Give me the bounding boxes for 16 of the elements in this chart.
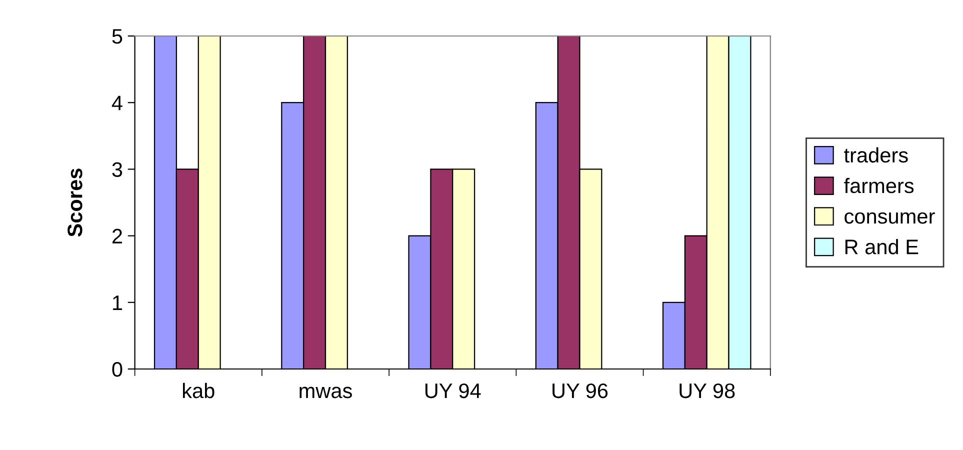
y-tick-label: 1 [113, 296, 122, 310]
x-tick-label: kab [182, 382, 214, 398]
x-tick-label: UY 98 [680, 383, 735, 398]
x-tick-label: mwas [300, 386, 352, 398]
x-tick-label: UY 96 [552, 383, 608, 398]
y-axis-title: Scores [68, 168, 82, 237]
y-tick-label: 0 [112, 362, 122, 377]
legend-label: farmers [844, 178, 914, 194]
legend-label: traders [844, 147, 908, 163]
y-tick-label: 2 [112, 228, 122, 244]
y-tick-label: 3 [112, 162, 122, 177]
y-tick-label: 5 [112, 29, 122, 44]
legend-label: R and E [845, 239, 918, 254]
x-tick-label: UY 94 [425, 383, 481, 398]
y-tick-label: 4 [112, 96, 122, 110]
legend-label: consumer [844, 212, 935, 224]
